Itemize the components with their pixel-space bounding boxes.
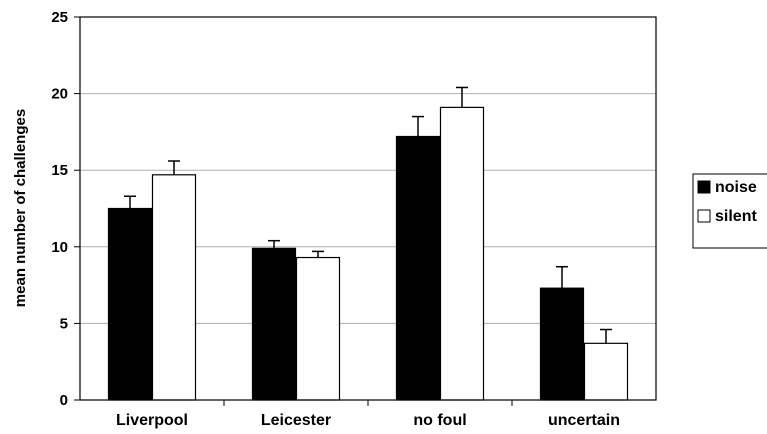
bar-noise-no-foul <box>395 135 441 401</box>
y-axis-ticks: 0 5 10 15 20 25 <box>51 9 80 409</box>
x-tick-label: Leicester <box>261 412 331 429</box>
y-tick-label: 10 <box>51 239 68 256</box>
legend: noise silent <box>692 173 767 249</box>
x-tick-label: uncertain <box>548 412 620 429</box>
y-tick-label: 15 <box>51 162 68 179</box>
y-tick-label: 5 <box>60 315 68 332</box>
bar-silent-no-foul <box>439 106 485 401</box>
y-tick-label: 25 <box>51 9 68 26</box>
bar-noise-uncertain <box>539 287 585 401</box>
bar-silent-uncertain <box>583 342 629 401</box>
bar-noise-leicester <box>251 247 297 401</box>
y-tick-label: 20 <box>51 86 68 103</box>
bar-silent-leicester <box>295 256 341 401</box>
x-tick-label: no foul <box>413 412 466 429</box>
legend-label-silent: silent <box>715 208 757 225</box>
bar-silent-liverpool <box>151 174 197 401</box>
x-axis-ticks: Liverpool Leicester no foul uncertain <box>116 400 620 429</box>
bar-noise-liverpool <box>107 207 153 401</box>
y-tick-label: 0 <box>60 392 68 409</box>
legend-swatch-noise <box>697 180 711 194</box>
legend-swatch-silent <box>697 209 711 223</box>
bars <box>107 86 629 401</box>
x-tick-label: Liverpool <box>116 412 188 429</box>
legend-label-noise: noise <box>715 179 757 196</box>
y-axis-title: mean number of challenges <box>12 109 29 307</box>
